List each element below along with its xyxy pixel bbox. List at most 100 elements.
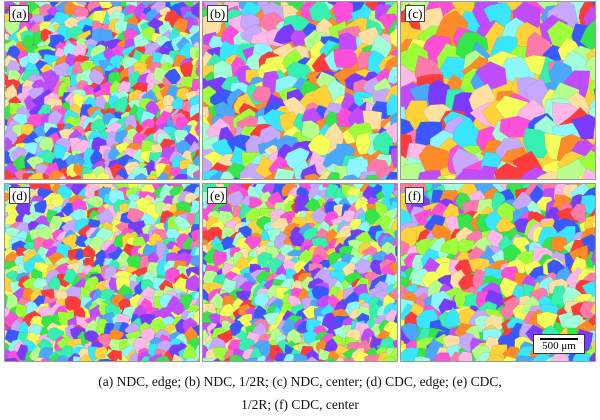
panel-d: (d) (4, 183, 200, 362)
grain (593, 230, 595, 234)
grain (391, 147, 397, 168)
grain (318, 359, 328, 361)
grain (363, 354, 381, 361)
grain (414, 355, 431, 361)
ebsd-map-a (5, 2, 199, 179)
grain (388, 325, 397, 341)
grain (212, 249, 228, 268)
grain (593, 88, 595, 98)
grain (190, 229, 199, 242)
grain (494, 162, 523, 179)
grain (54, 355, 69, 361)
grain (99, 2, 115, 9)
scale-bar-label: 500 μm (542, 340, 576, 352)
grain (116, 357, 122, 361)
ebsd-map-b (203, 2, 397, 179)
grain (48, 169, 66, 179)
grain (203, 357, 216, 361)
grain (91, 10, 107, 24)
grain (5, 357, 19, 361)
grain (193, 154, 199, 169)
grain (281, 359, 285, 361)
grain (134, 172, 147, 179)
grain (587, 79, 595, 99)
grain (401, 162, 422, 179)
grain (268, 217, 290, 233)
grain (341, 209, 360, 226)
grain (590, 249, 595, 266)
grain (190, 2, 199, 19)
grain (196, 358, 199, 361)
grain (273, 23, 296, 45)
grain (191, 112, 199, 125)
grain (590, 303, 595, 316)
grain (457, 350, 473, 361)
grain (365, 174, 380, 179)
grain (390, 286, 397, 302)
grain (475, 61, 508, 89)
ebsd-map-c (401, 2, 595, 179)
grain (191, 78, 199, 94)
grain (386, 93, 397, 116)
grain (219, 303, 237, 319)
caption-line-2: 1/2R; (f) CDC, center (241, 397, 359, 412)
panel-e: (e) (202, 183, 398, 362)
ebsd-map-e (203, 184, 397, 361)
grain (372, 130, 394, 155)
grain (550, 236, 568, 253)
micrograph-figure: (a) (b) (c) (d) (e) (f) 500 μm (4, 1, 596, 362)
grain (251, 85, 273, 104)
grain (194, 344, 199, 359)
panel-a: (a) (4, 1, 200, 180)
grain (474, 358, 481, 361)
grain (444, 307, 462, 329)
grain (172, 215, 192, 232)
grain (27, 171, 44, 179)
grain (495, 215, 517, 233)
grain (589, 352, 595, 361)
grain (195, 48, 199, 60)
panel-f: (f) 500 μm (400, 183, 596, 362)
grain (179, 61, 195, 76)
grain (94, 172, 110, 179)
grain (193, 211, 199, 227)
grain (333, 48, 359, 68)
panel-b: (b) (202, 1, 398, 180)
panel-label-b: (b) (207, 5, 229, 22)
grain (33, 199, 48, 214)
grain (232, 176, 241, 179)
grain (171, 353, 184, 361)
grain (82, 171, 98, 179)
grain (261, 177, 266, 179)
grain (579, 20, 595, 52)
grain (392, 189, 397, 200)
panel-label-f: (f) (405, 187, 424, 204)
grain (155, 355, 171, 361)
grain (94, 346, 109, 361)
grain (432, 352, 453, 361)
grain (580, 233, 595, 253)
grain (385, 171, 397, 179)
grain (392, 273, 397, 285)
grain (389, 27, 397, 48)
grain (139, 2, 158, 7)
grain (5, 292, 9, 305)
grain (364, 208, 382, 225)
grain (88, 235, 105, 251)
grain (342, 174, 360, 179)
grain (381, 356, 396, 361)
grain (172, 173, 188, 179)
panel-label-c: (c) (405, 5, 426, 22)
grain (514, 355, 535, 361)
grain (550, 351, 569, 361)
grain (58, 174, 69, 179)
scale-bar-line (540, 338, 578, 340)
figure-caption: (a) NDC, edge; (b) NDC, 1/2R; (c) NDC, c… (0, 370, 600, 416)
grain (229, 354, 245, 361)
grain (392, 312, 397, 325)
grain (556, 158, 588, 179)
grain (212, 346, 227, 361)
panel-label-e: (e) (207, 187, 228, 204)
grain (306, 356, 319, 361)
grain (291, 359, 295, 361)
